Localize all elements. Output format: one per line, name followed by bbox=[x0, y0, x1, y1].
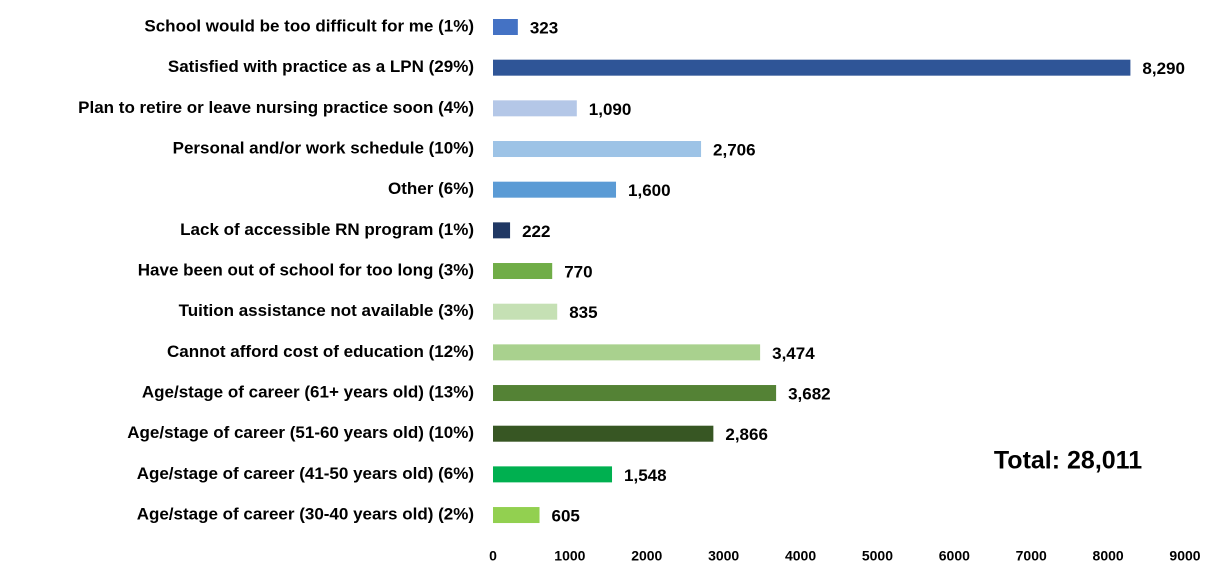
x-tick-label: 2000 bbox=[631, 548, 662, 564]
category-label: Age/stage of career (30-40 years old) (2… bbox=[137, 505, 474, 524]
bar bbox=[493, 507, 540, 524]
bar bbox=[493, 385, 777, 402]
value-label: 3,682 bbox=[788, 385, 831, 404]
value-label: 2,866 bbox=[725, 425, 768, 444]
x-tick-label: 6000 bbox=[939, 548, 970, 564]
value-label: 770 bbox=[564, 263, 592, 282]
bar bbox=[493, 141, 702, 158]
x-tick-label: 5000 bbox=[862, 548, 893, 564]
bar bbox=[493, 19, 518, 35]
bar bbox=[493, 59, 1131, 76]
bar bbox=[493, 303, 558, 320]
value-label: 8,290 bbox=[1142, 59, 1185, 78]
bar bbox=[493, 181, 617, 198]
category-label: Satisfied with practice as a LPN (29%) bbox=[168, 57, 474, 76]
value-label: 323 bbox=[530, 18, 558, 37]
value-label: 1,600 bbox=[628, 181, 671, 200]
bar bbox=[493, 222, 511, 239]
value-label: 835 bbox=[569, 303, 597, 322]
category-label: Cannot afford cost of education (12%) bbox=[167, 342, 474, 361]
category-label: School would be too difficult for me (1%… bbox=[144, 16, 474, 35]
bar bbox=[493, 466, 613, 483]
value-label: 1,090 bbox=[589, 100, 632, 119]
x-tick-label: 7000 bbox=[1016, 548, 1047, 564]
bar bbox=[493, 263, 553, 280]
category-label: Tuition assistance not available (3%) bbox=[179, 301, 474, 320]
category-label: Personal and/or work schedule (10%) bbox=[173, 138, 474, 157]
category-label: Plan to retire or leave nursing practice… bbox=[78, 98, 474, 117]
x-tick-label: 0 bbox=[489, 548, 497, 564]
category-label: Lack of accessible RN program (1%) bbox=[180, 220, 474, 239]
category-label: Age/stage of career (61+ years old) (13%… bbox=[142, 383, 474, 402]
x-tick-label: 9000 bbox=[1169, 548, 1200, 564]
value-label: 1,548 bbox=[624, 466, 667, 485]
category-label: Age/stage of career (41-50 years old) (6… bbox=[137, 464, 474, 483]
annotation: Total: 28,011 bbox=[994, 447, 1142, 475]
x-tick-label: 1000 bbox=[554, 548, 585, 564]
category-label: Have been out of school for too long (3%… bbox=[138, 261, 474, 280]
x-tick-label: 3000 bbox=[708, 548, 739, 564]
category-label: Age/stage of career (51-60 years old) (1… bbox=[127, 423, 474, 442]
bar bbox=[493, 425, 714, 442]
value-label: 3,474 bbox=[772, 344, 815, 363]
bar bbox=[493, 344, 761, 361]
value-label: 605 bbox=[552, 507, 580, 526]
bar bbox=[493, 100, 577, 117]
x-tick-label: 4000 bbox=[785, 548, 816, 564]
x-tick-label: 8000 bbox=[1093, 548, 1124, 564]
category-label: Other (6%) bbox=[388, 179, 474, 198]
value-label: 222 bbox=[522, 222, 550, 241]
value-label: 2,706 bbox=[713, 140, 756, 159]
